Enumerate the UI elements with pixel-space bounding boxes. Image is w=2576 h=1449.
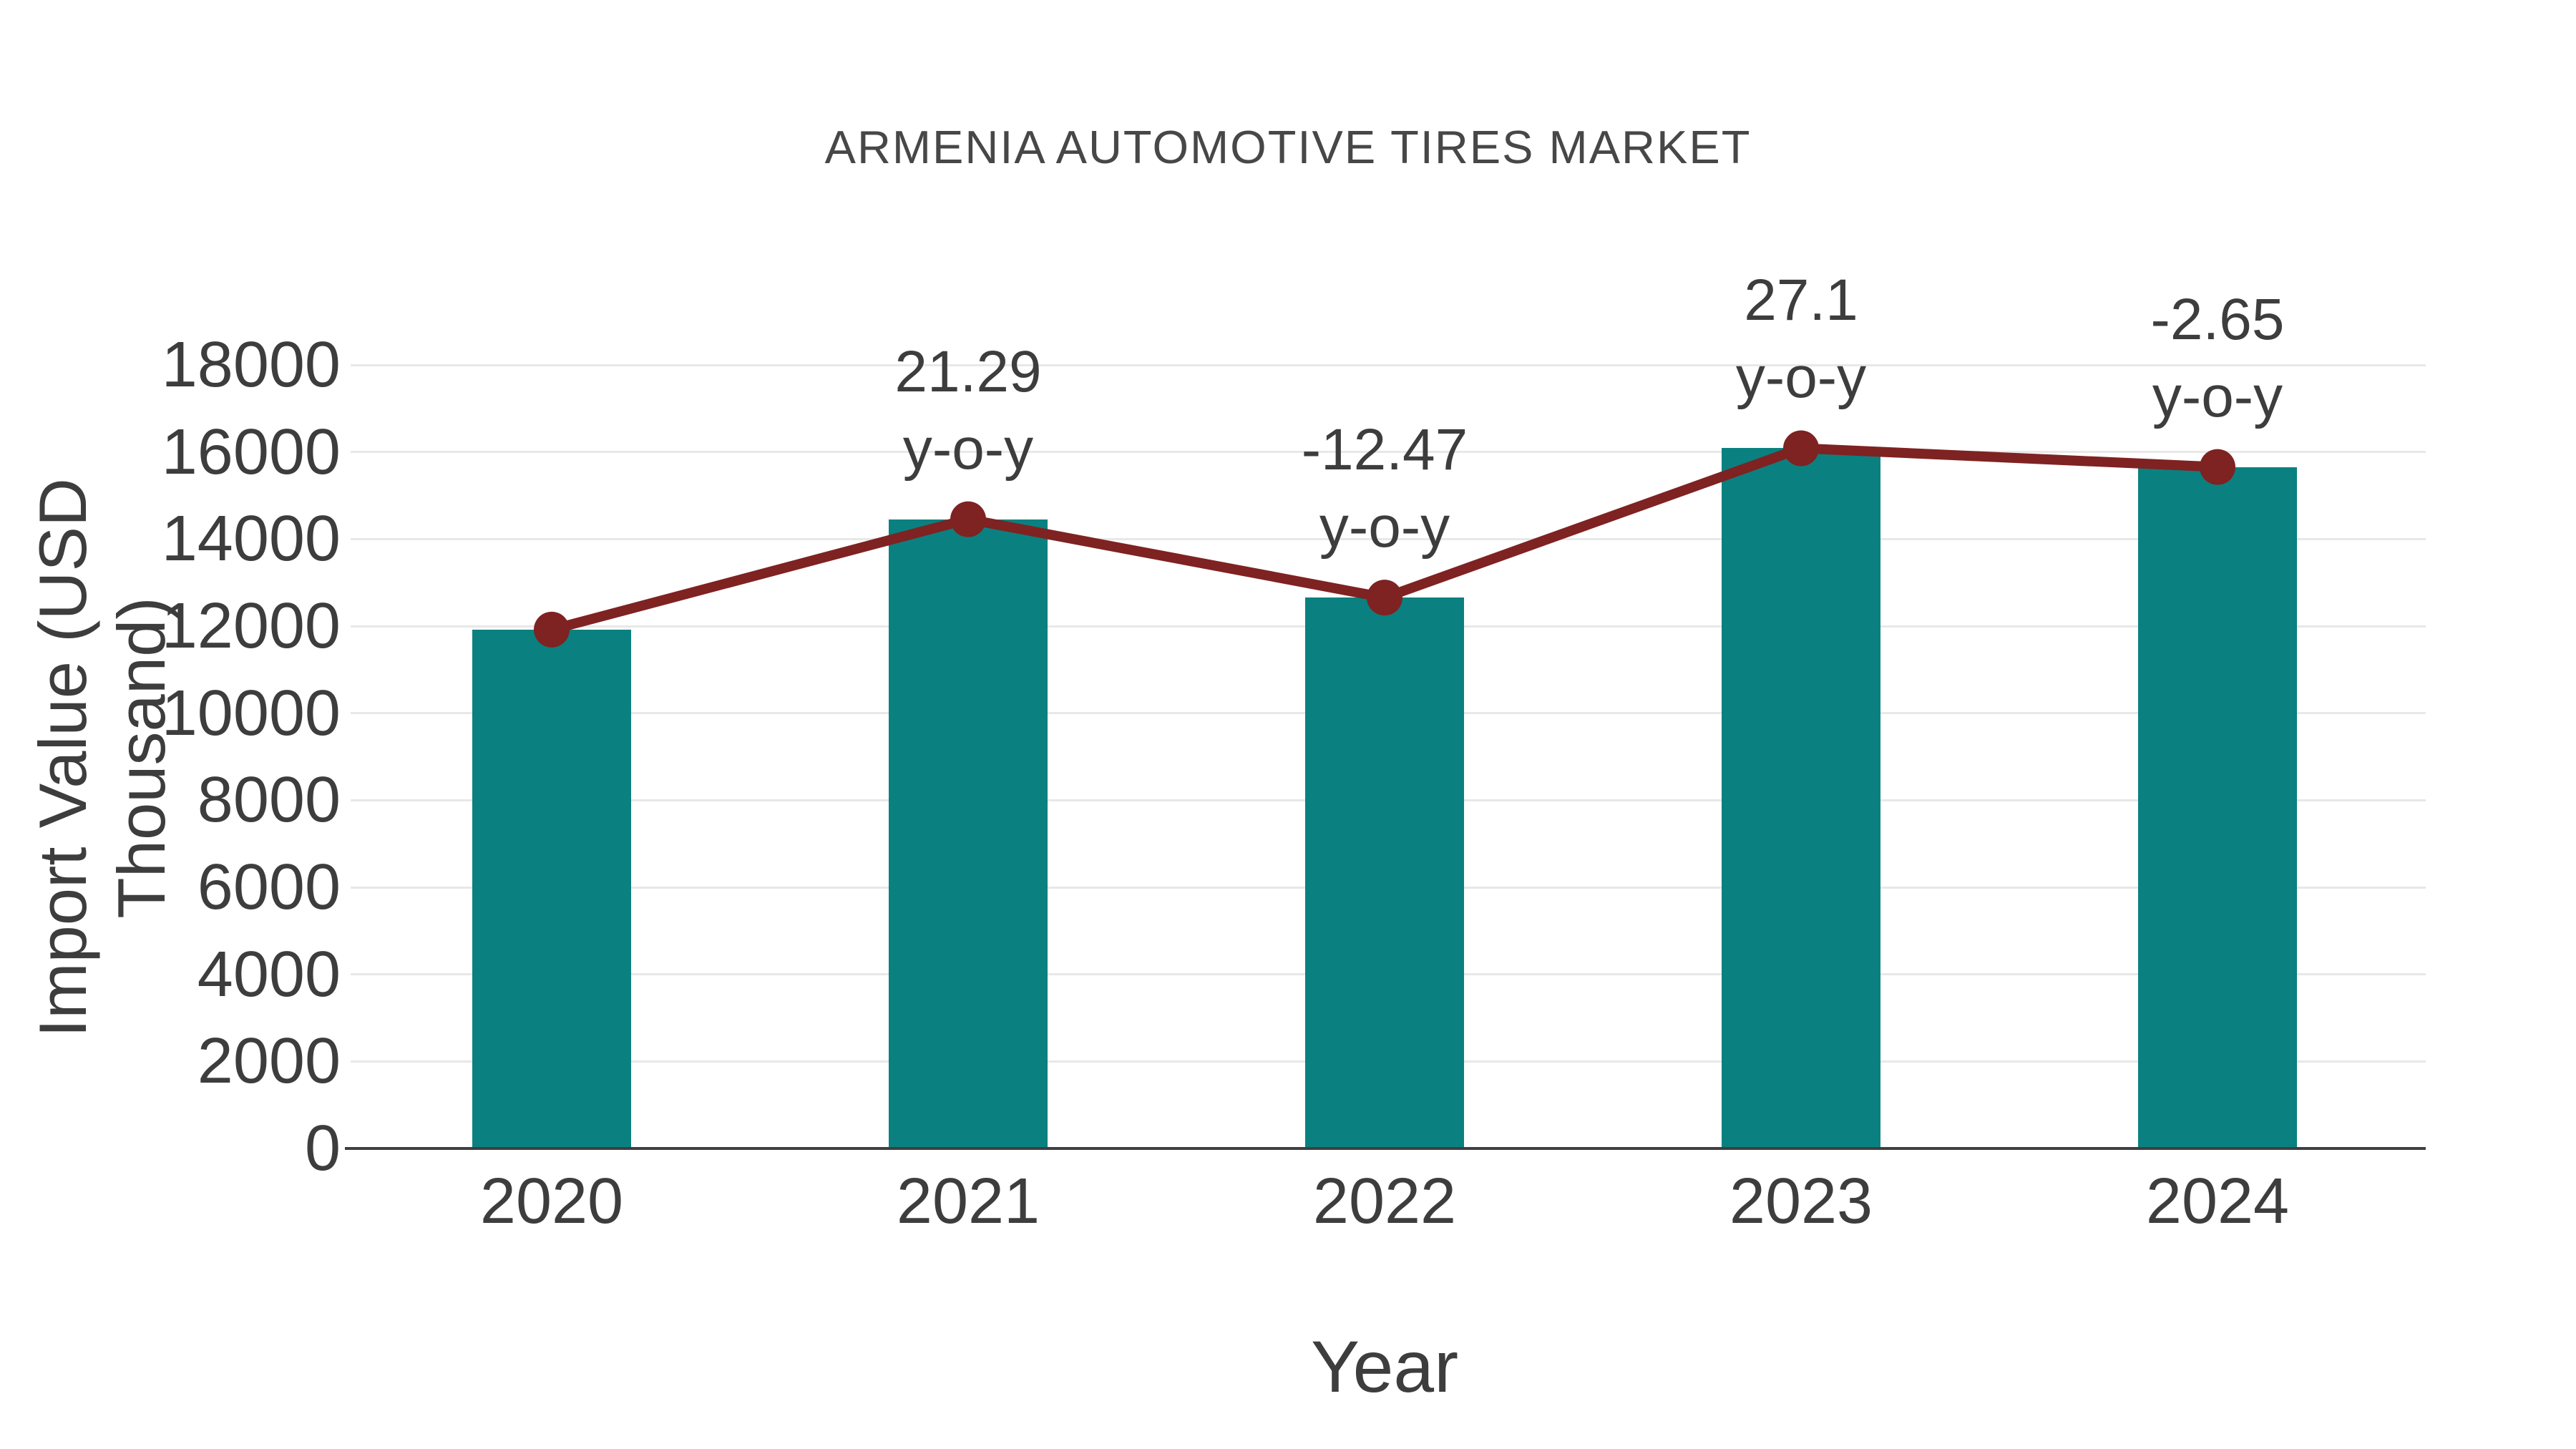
y-tick-label-16000: 16000: [161, 416, 341, 488]
yoy-value-2024: -2.65: [2150, 286, 2285, 352]
x-axis-title: Year: [1310, 1326, 1459, 1407]
x-tick-label-2021: 2021: [896, 1166, 1040, 1237]
data-point-marker-2021: [950, 501, 986, 537]
yoy-annotation-2022: -12.47 y-o-y: [1206, 411, 1563, 566]
x-tick-label-2023: 2023: [1729, 1166, 1873, 1237]
data-point-marker-2020: [534, 611, 570, 648]
gridline-18000: [351, 364, 2426, 366]
y-tick-label-4000: 4000: [197, 938, 341, 1010]
yoy-annotation-2024: -2.65 y-o-y: [2039, 281, 2396, 436]
data-point-marker-2024: [2200, 449, 2235, 485]
gridline-16000: [351, 451, 2426, 454]
y-tick-label-8000: 8000: [197, 764, 341, 836]
yoy-value-2021: 21.29: [894, 338, 1042, 404]
bar-2023: [1722, 448, 1880, 1147]
bar-2024: [2138, 467, 2297, 1147]
yoy-suffix-2024: y-o-y: [2152, 364, 2283, 429]
y-tick-label-0: 0: [304, 1113, 341, 1184]
y-tick-label-14000: 14000: [161, 503, 341, 575]
yoy-annotation-2023: 27.1 y-o-y: [1622, 262, 1980, 416]
yoy-value-2022: -12.47: [1301, 417, 1468, 483]
yoy-suffix-2021: y-o-y: [902, 416, 1034, 482]
bar-2022: [1305, 597, 1464, 1147]
bar-2020: [472, 629, 631, 1147]
yoy-suffix-2022: y-o-y: [1319, 494, 1450, 560]
x-tick-label-2020: 2020: [479, 1166, 624, 1237]
yoy-annotation-2021: 21.29 y-o-y: [789, 333, 1147, 488]
yoy-value-2023: 27.1: [1744, 268, 1858, 333]
x-tick-label-2024: 2024: [2145, 1166, 2290, 1237]
x-axis-line: [345, 1147, 2426, 1150]
y-tick-label-2000: 2000: [197, 1025, 341, 1098]
y-tick-label-12000: 12000: [161, 590, 341, 662]
data-point-marker-2023: [1783, 430, 1819, 467]
x-tick-label-2022: 2022: [1312, 1166, 1457, 1237]
y-tick-label-10000: 10000: [161, 677, 341, 749]
yoy-suffix-2023: y-o-y: [1735, 345, 1867, 411]
bar-2021: [889, 519, 1048, 1147]
y-tick-label-6000: 6000: [197, 852, 341, 923]
chart-title: ARMENIA AUTOMOTIVE TIRES MARKET: [824, 121, 1752, 173]
y-tick-label-18000: 18000: [161, 329, 341, 401]
data-point-marker-2022: [1367, 580, 1402, 616]
gridline-14000: [351, 537, 2426, 540]
